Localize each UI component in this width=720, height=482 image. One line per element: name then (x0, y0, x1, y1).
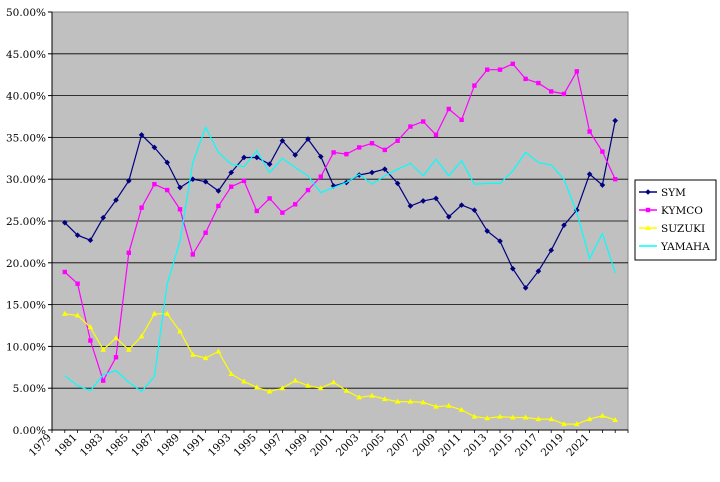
x-tick-label: 2007 (385, 432, 412, 459)
x-tick-label: 2013 (462, 432, 489, 459)
y-tick-label: 20.00% (6, 258, 46, 270)
x-tick-label: 2017 (513, 432, 540, 459)
data-point (587, 129, 591, 133)
legend-label: SYM (661, 187, 686, 199)
data-point (293, 202, 297, 206)
data-point (331, 150, 335, 154)
x-tick-label: 1993 (206, 432, 233, 459)
data-point (395, 139, 399, 143)
data-point (191, 252, 195, 256)
x-tick-label: 1985 (104, 432, 131, 459)
data-point (562, 92, 566, 96)
y-tick-label: 15.00% (6, 300, 46, 312)
x-tick-label: 2019 (539, 432, 566, 459)
y-tick-label: 45.00% (6, 49, 46, 61)
data-point (549, 89, 553, 93)
data-point (152, 182, 156, 186)
data-point (139, 205, 143, 209)
data-point (511, 62, 515, 66)
data-point (383, 148, 387, 152)
data-point (485, 67, 489, 71)
legend-label: SUZUKI (661, 223, 705, 235)
x-tick-label: 2015 (488, 432, 515, 459)
data-point (242, 179, 246, 183)
x-tick-label: 1989 (155, 432, 182, 459)
x-tick-label: 1987 (129, 432, 156, 459)
data-point (472, 83, 476, 87)
x-tick-label: 2021 (564, 432, 591, 459)
data-point (536, 81, 540, 85)
data-point (319, 174, 323, 178)
y-tick-label: 30.00% (6, 174, 46, 186)
data-point (75, 282, 79, 286)
data-point (101, 378, 105, 382)
y-tick-label: 35.00% (6, 132, 46, 144)
legend-marker (646, 208, 650, 212)
data-point (447, 107, 451, 111)
data-point (280, 210, 284, 214)
data-point (306, 188, 310, 192)
legend: SYM KYMCO SUZUKI YAMAHA (635, 180, 716, 260)
y-tick-label: 40.00% (6, 91, 46, 103)
x-tick-label: 2003 (334, 432, 361, 459)
data-point (344, 152, 348, 156)
x-tick-label: 1991 (180, 432, 207, 459)
data-point (63, 270, 67, 274)
x-tick-label: 1981 (52, 432, 79, 459)
data-point (421, 119, 425, 123)
legend-label: KYMCO (661, 205, 703, 217)
data-point (255, 209, 259, 213)
x-tick-label: 2005 (360, 432, 387, 459)
data-point (178, 207, 182, 211)
data-point (408, 124, 412, 128)
data-point (357, 145, 361, 149)
y-tick-label: 50.00% (6, 7, 46, 19)
y-tick-label: 10.00% (6, 341, 46, 353)
x-tick-label: 1995 (232, 432, 259, 459)
x-tick-label: 1983 (78, 432, 105, 459)
x-tick-label: 2001 (308, 432, 335, 459)
data-point (165, 188, 169, 192)
x-tick-label: 2011 (436, 432, 463, 459)
legend-label: YAMAHA (660, 241, 710, 253)
data-point (127, 251, 131, 255)
data-point (523, 77, 527, 81)
data-point (114, 355, 118, 359)
data-point (434, 133, 438, 137)
data-point (216, 204, 220, 208)
data-point (88, 338, 92, 342)
data-point (370, 141, 374, 145)
y-tick-label: 5.00% (13, 383, 46, 395)
x-axis: 1979198119831985198719891991199319951997… (27, 430, 628, 459)
x-tick-label: 1997 (257, 432, 284, 459)
data-point (459, 118, 463, 122)
data-point (575, 69, 579, 73)
data-point (600, 149, 604, 153)
x-tick-label: 1999 (283, 432, 310, 459)
data-point (498, 67, 502, 71)
data-point (229, 185, 233, 189)
data-point (267, 196, 271, 200)
data-point (613, 177, 617, 181)
x-tick-label: 2009 (411, 432, 438, 459)
y-axis: 0.00%5.00%10.00%15.00%20.00%25.00%30.00%… (6, 7, 52, 437)
y-tick-label: 25.00% (6, 216, 46, 228)
data-point (203, 231, 207, 235)
